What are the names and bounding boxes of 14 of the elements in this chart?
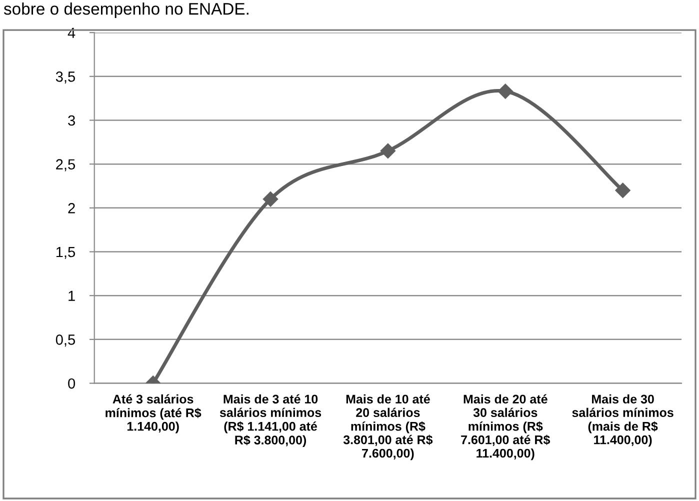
y-tick-label: 0 — [68, 378, 76, 389]
y-tick-label: 3 — [68, 115, 75, 126]
x-tick-label: Mais de 3 até 10 salários mínimos (R$ 1.141,00 até R$ 3.800,00) — [220, 394, 322, 447]
y-tick-label: 1,5 — [56, 247, 76, 259]
y-tick-label: 2,5 — [56, 159, 76, 172]
y-tick-label: 0,5 — [56, 334, 76, 347]
x-tick-label: Mais de 30 salários mínimos (mais de R$ 11.400,00) — [572, 394, 674, 447]
x-tick-label: Até 3 salários mínimos (até R$ 1.140,00) — [106, 394, 202, 434]
x-tick-label: Mais de 20 até 30 salários mínimos (R$ 7.601,00 até R$ 11.400,00) — [461, 394, 550, 460]
y-tick-label: 3,5 — [56, 72, 76, 84]
chart-title: sobre o desempenho no ENADE. — [4, 2, 248, 18]
x-tick-label: Mais de 10 até 20 salários mínimos (R$ 3.801,00 até R$ 7.600,00) — [343, 394, 433, 460]
y-tick-label: 2 — [68, 203, 75, 214]
y-tick-label: 1 — [68, 290, 75, 301]
